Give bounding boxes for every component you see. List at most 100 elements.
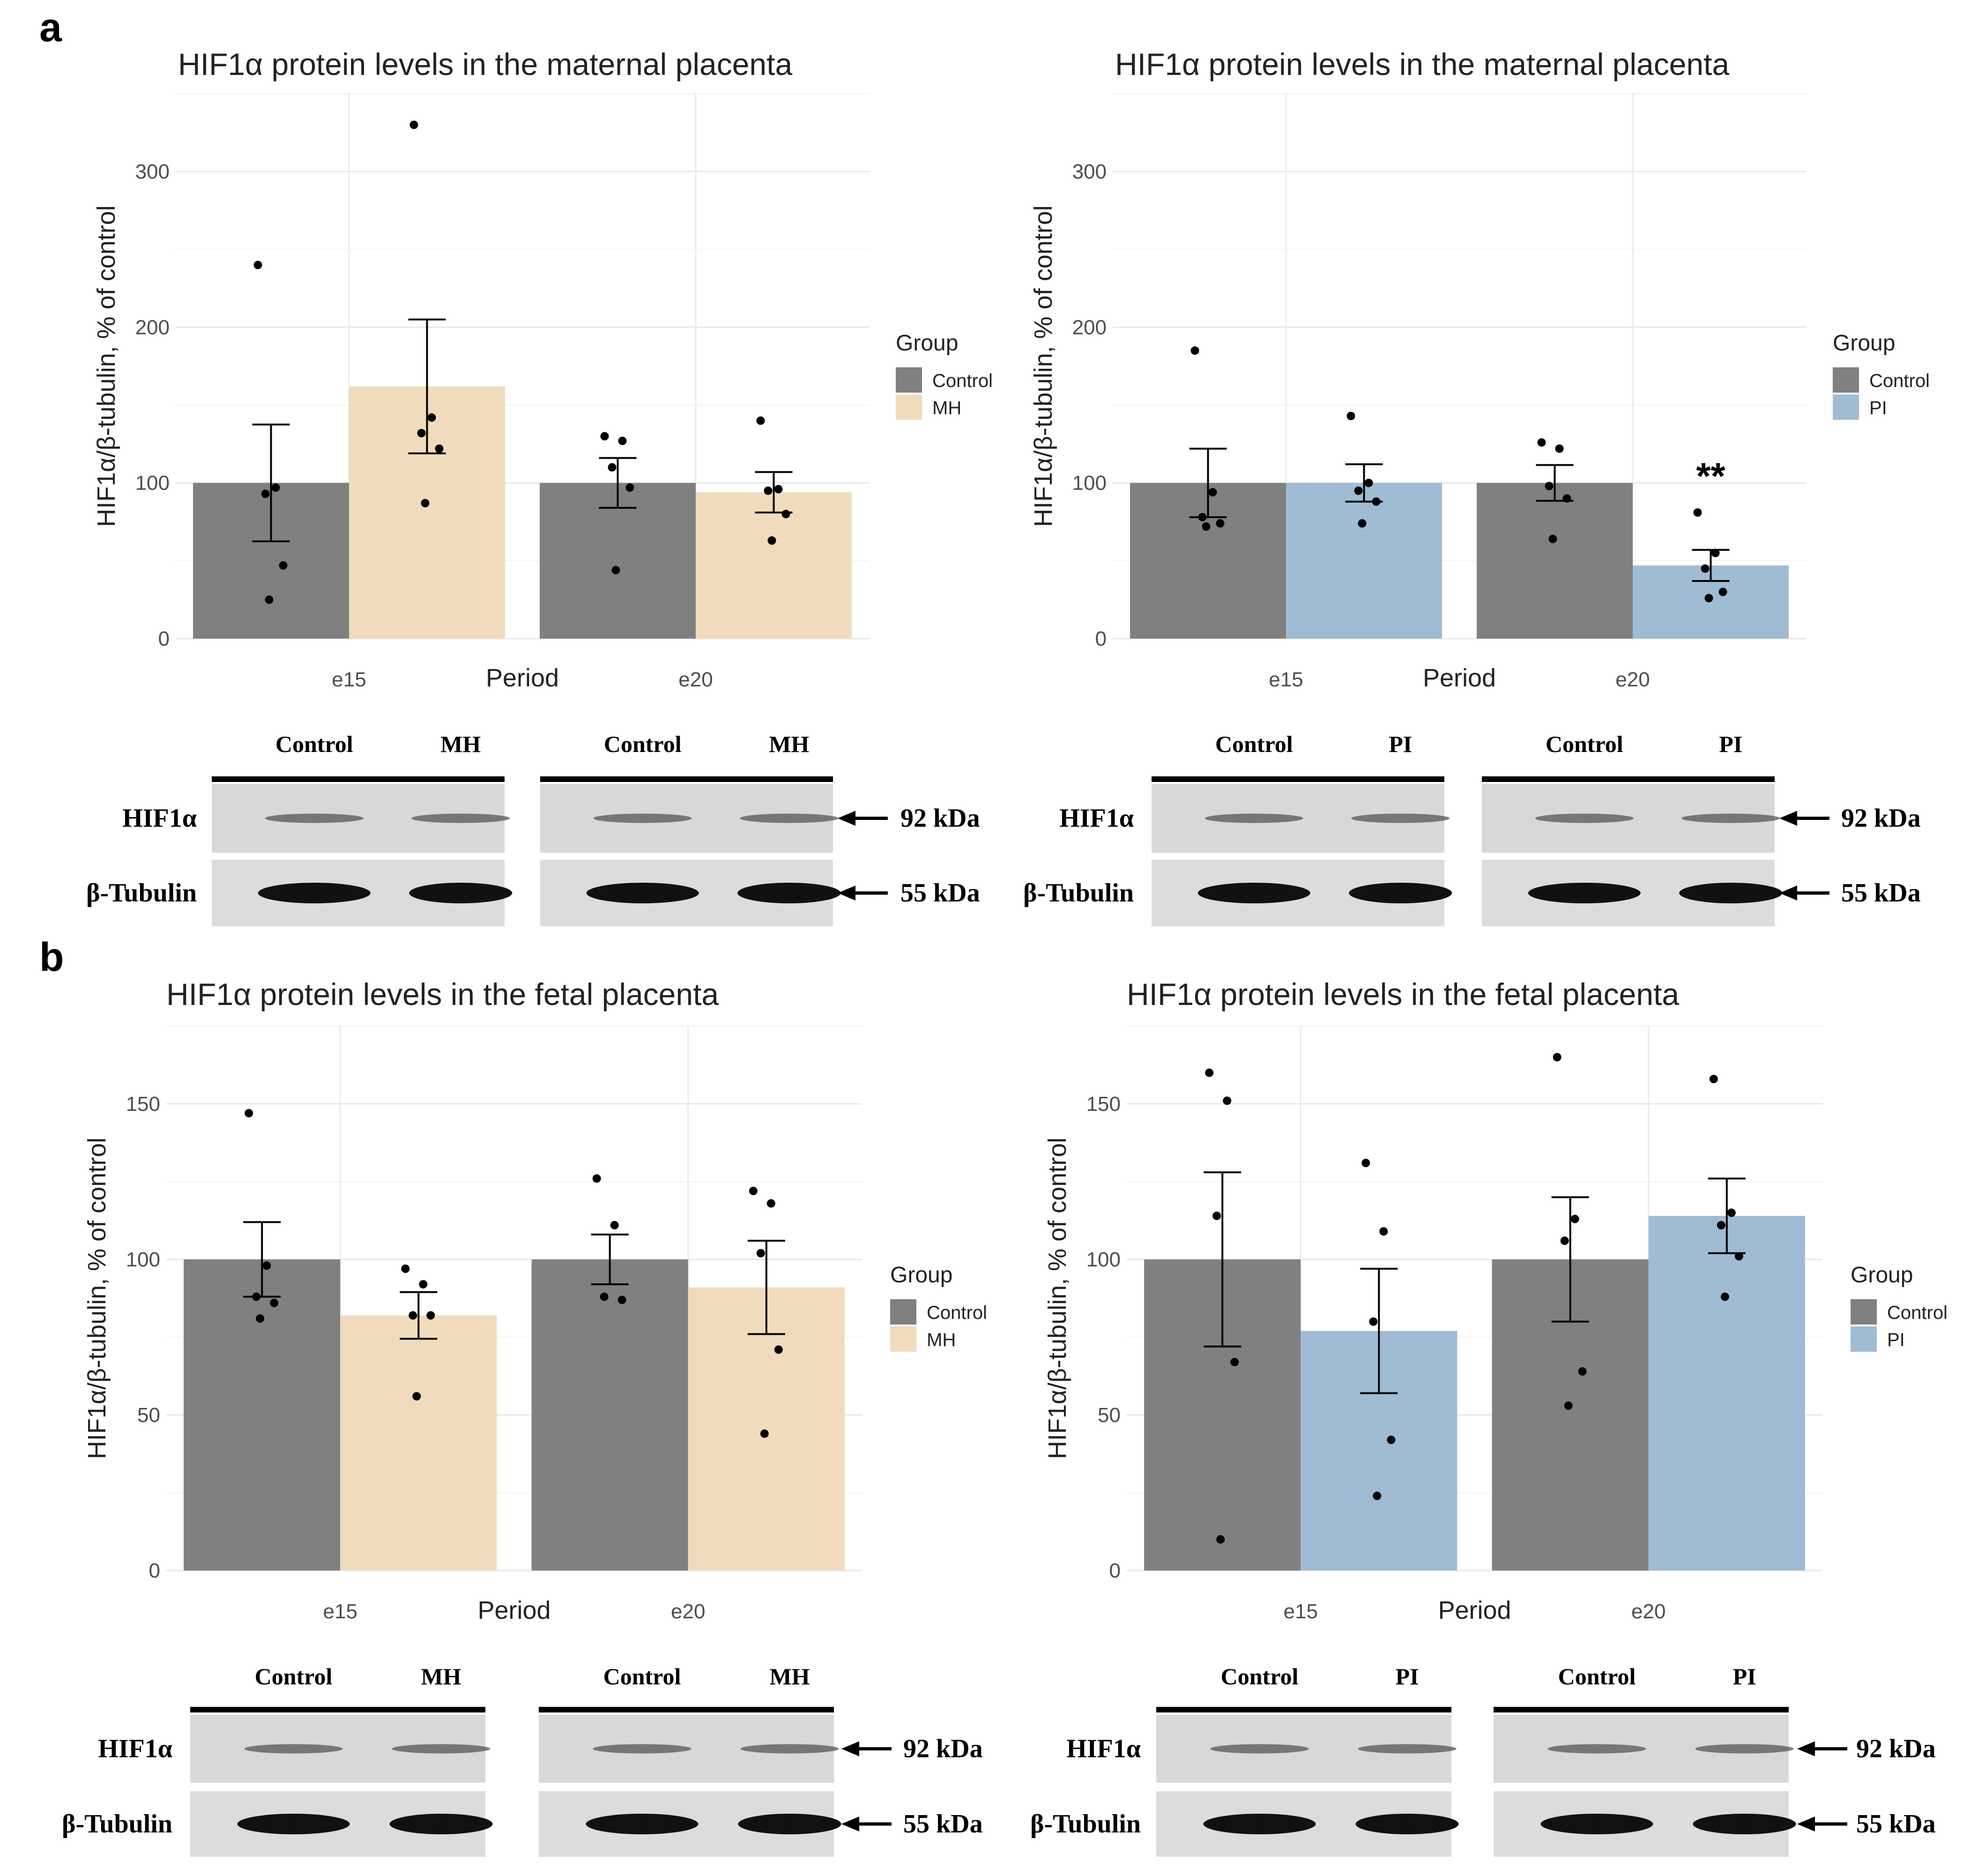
hif-band [1358,1744,1457,1754]
y-tick-label: 50 [1098,1404,1121,1427]
data-point [760,1429,769,1438]
data-point [1548,535,1557,543]
data-point [1564,1401,1573,1410]
data-point [261,489,270,498]
chart-title: HIF1α protein levels in the maternal pla… [178,47,792,82]
data-point [1216,519,1225,528]
y-tick-label: 100 [126,1248,160,1271]
legend-label-mh: MH [932,398,961,418]
hif-arrow-head [1779,811,1797,826]
legend-swatch-pi [1833,395,1859,420]
data-point [1230,1358,1239,1367]
data-point [1720,1292,1729,1301]
blot-header-bar [190,1707,485,1712]
x-tick-label: e20 [1631,1600,1666,1623]
data-point [600,1292,609,1301]
y-tick-label: 0 [158,627,170,650]
lane-label: Control [255,1663,333,1690]
legend-swatch-pi [1851,1326,1877,1352]
data-point [401,1264,410,1273]
data-point [1358,519,1367,528]
lane-label: Control [275,731,353,757]
tubulin-band [1203,1814,1316,1834]
data-point [617,1295,626,1304]
tubulin-kda-label: 55 kDa [903,1809,983,1839]
y-tick-label: 150 [1086,1093,1121,1116]
tubulin-band [738,1814,841,1834]
lane-label: PI [1719,731,1742,757]
bar-control-e20 [531,1259,688,1571]
western-blot: Control MH Control MH HIF1α β-Tubulin 92 kDa 55… [86,731,980,926]
y-tick-label: 200 [135,316,170,339]
error-bar [1360,1267,1398,1394]
data-point [1578,1367,1587,1376]
legend-title: Group [1851,1263,1913,1288]
blot-header-bar [1156,1707,1451,1712]
data-point [1717,1221,1725,1229]
chart-title: HIF1α protein levels in the fetal placen… [1127,977,1679,1012]
data-point [1202,522,1211,531]
data-point [749,1186,758,1195]
data-point [1354,486,1363,495]
data-point [611,566,620,574]
data-point [262,1261,271,1270]
data-point [774,485,783,494]
data-point [1369,1317,1378,1326]
legend-title: Group [896,331,958,356]
tubulin-band [586,883,699,903]
bar-mh-e20 [696,492,852,639]
data-point [253,261,262,269]
hif-kda-label: 92 kDa [1841,804,1921,833]
lane-label: MH [769,1663,810,1690]
error-bar [1551,1196,1589,1323]
hif-band [1547,1744,1646,1754]
y-axis-label: HIF1α/β-tubulin, % of control [1029,205,1057,527]
bar-pi-e20 [1648,1216,1805,1571]
data-point [412,1392,421,1401]
tubulin-band [737,883,841,903]
tubulin-arrow-head [1797,1816,1815,1831]
tubulin-kda-label: 55 kDa [1841,878,1921,908]
hif-arrow-head [841,1741,859,1757]
hif-band [1681,813,1780,823]
data-point [1205,1068,1214,1077]
error-bar [408,318,446,454]
x-axis-label: Period [1438,1596,1511,1624]
y-tick-label: 100 [1072,472,1107,495]
y-tick-label: 0 [1109,1559,1121,1582]
error-bar [243,1221,281,1298]
legend-label-control: Control [1887,1303,1948,1323]
y-axis-label: HIF1α/β-tubulin, % of control [92,205,120,527]
bar-mh-e15 [340,1315,497,1571]
legend-swatch-mh [896,395,922,420]
data-point [625,483,634,492]
data-point [419,1280,428,1289]
hif-kda-label: 92 kDa [903,1735,983,1764]
panel-label-a: a [39,5,62,50]
hif-band [1695,1744,1794,1754]
data-point [1208,488,1217,497]
data-point [592,1174,601,1183]
x-tick-label: e15 [332,668,366,691]
lane-label: Control [1215,731,1293,757]
x-tick-label: e15 [1284,1600,1318,1623]
data-point [1373,1491,1382,1500]
data-point [1379,1227,1388,1236]
data-point [1545,482,1554,491]
data-point [265,595,274,604]
tubulin-band [1540,1814,1653,1834]
x-tick-label: e15 [1269,668,1303,691]
hif-band [593,813,692,823]
tubulin-band [1528,883,1641,903]
legend: Group Control MH [896,331,993,420]
x-tick-label: e20 [671,1600,705,1623]
data-point [1704,594,1713,603]
y-tick-label: 50 [137,1404,160,1427]
hif-band [392,1744,491,1754]
data-point [1553,1053,1561,1062]
lane-label: Control [603,1663,681,1690]
hif-band [740,1744,839,1754]
hif-arrow-head [1797,1741,1815,1757]
error-bar [599,457,637,509]
